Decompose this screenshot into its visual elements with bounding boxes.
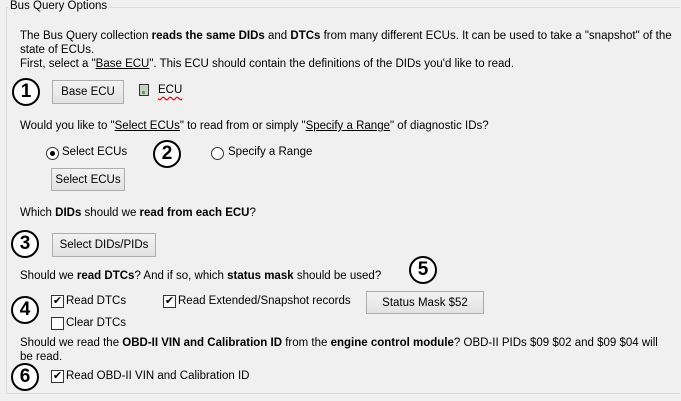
intro-text-part: First, select a " <box>20 58 96 70</box>
clear-dtcs-label[interactable]: Clear DTCs <box>66 317 127 329</box>
intro-bold: reads the same DIDs <box>151 30 265 42</box>
question-text: should be used? <box>293 270 382 282</box>
ecu-label: ECU <box>158 84 183 96</box>
intro-text-part: state of ECUs. <box>20 44 95 56</box>
dtcs-question: Should we read DTCs? And if so, which st… <box>20 270 381 282</box>
question-text: ? And if so, which <box>134 270 228 282</box>
question-text: " of diagnostic IDs? <box>389 120 489 132</box>
intro-text-part: The Bus Query collection <box>20 30 152 42</box>
step-4-marker: 4 <box>11 296 39 324</box>
read-dtcs-label[interactable]: Read DTCs <box>66 295 127 307</box>
read-extended-label[interactable]: Read Extended/Snapshot records <box>178 295 351 307</box>
intro-bold: DTCs <box>290 30 321 42</box>
select-ecus-link[interactable]: Select ECUs <box>114 120 180 132</box>
obd-question: Should we read the OBD-II VIN and Calibr… <box>20 336 672 364</box>
question-bold: read DTCs <box>76 270 135 282</box>
question-text: Should we <box>20 270 77 282</box>
question-text: Would you like to " <box>20 120 115 132</box>
select-dids-button[interactable]: Select DIDs/PIDs <box>52 233 156 257</box>
intro-text: The Bus Query collection reads the same … <box>20 29 672 71</box>
intro-text-part: and <box>264 30 291 42</box>
read-obd-label[interactable]: Read OBD-II VIN and Calibration ID <box>66 370 250 382</box>
question-bold: read from each ECU <box>139 207 250 219</box>
clear-dtcs-checkbox[interactable] <box>51 317 64 330</box>
read-obd-checkbox[interactable]: ✔ <box>51 370 64 383</box>
specify-range-radio[interactable] <box>211 147 224 160</box>
select-ecus-radio-label[interactable]: Select ECUs <box>62 146 128 158</box>
specify-range-radio-label[interactable]: Specify a Range <box>228 146 313 158</box>
step-1-marker: 1 <box>12 78 40 106</box>
read-extended-checkbox[interactable]: ✔ <box>163 295 176 308</box>
base-ecu-link[interactable]: Base ECU <box>95 58 150 70</box>
question-text: should we <box>81 207 140 219</box>
question-bold: engine control module <box>330 337 454 349</box>
question-text: ? <box>249 207 256 219</box>
step-6-marker: 6 <box>11 363 39 391</box>
intro-text-part: from many different ECUs. It can be used… <box>320 30 672 42</box>
question-text: " to read from or simply " <box>179 120 306 132</box>
base-ecu-button[interactable]: Base ECU <box>52 80 124 104</box>
read-dtcs-checkbox[interactable]: ✔ <box>51 295 64 308</box>
select-question: Would you like to "Select ECUs" to read … <box>20 120 672 132</box>
ecu-icon <box>139 84 149 96</box>
question-bold: status mask <box>227 270 294 282</box>
question-text: Should we read the <box>20 337 123 349</box>
group-title: Bus Query Options <box>8 0 110 12</box>
select-ecus-button[interactable]: Select ECUs <box>51 168 125 191</box>
specify-range-link[interactable]: Specify a Range <box>305 120 390 132</box>
question-text: Which <box>20 207 56 219</box>
question-text: ? OBD-II PIDs $09 $02 and $09 $04 will <box>453 337 658 349</box>
question-bold: DIDs <box>55 207 82 219</box>
select-ecus-radio[interactable] <box>46 147 59 160</box>
bus-query-options-group <box>6 7 680 394</box>
intro-text-part: ". This ECU should contain the definitio… <box>149 58 515 70</box>
step-2-marker: 2 <box>153 140 181 168</box>
question-text: from the <box>282 337 331 349</box>
question-bold: OBD-II VIN and Calibration ID <box>122 337 283 349</box>
step-5-marker: 5 <box>409 256 437 284</box>
step-3-marker: 3 <box>11 230 39 258</box>
status-mask-button[interactable]: Status Mask $52 <box>366 291 484 314</box>
question-text: be read. <box>20 351 63 363</box>
dids-question: Which DIDs should we read from each ECU? <box>20 207 672 219</box>
